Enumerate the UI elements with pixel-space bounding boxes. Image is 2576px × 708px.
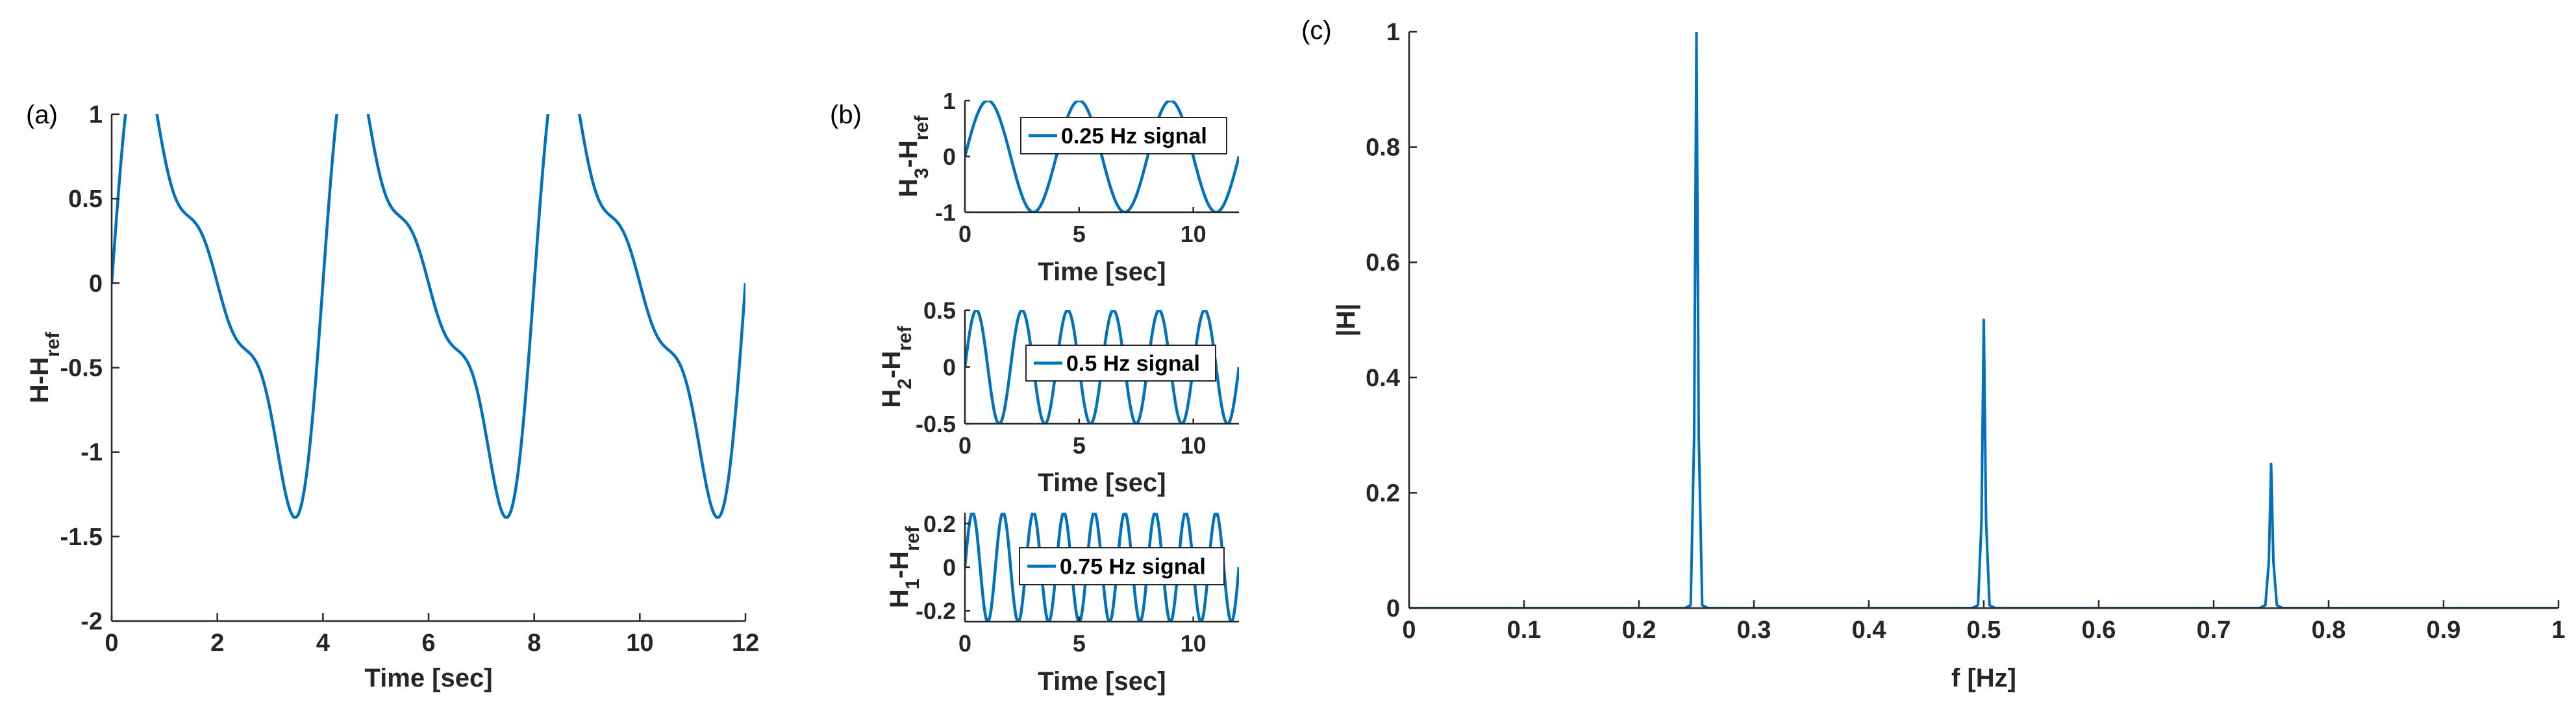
y-axis-label: H-Href [25, 332, 64, 403]
y-tick-label: 1 [943, 88, 956, 114]
y-tick-label: 0.5 [923, 297, 956, 324]
y-tick-label: 0.6 [1366, 249, 1400, 276]
y-tick-label: 0.2 [923, 511, 956, 537]
y-tick-label: 0 [89, 270, 103, 297]
x-axis-label: Time [sec] [1038, 667, 1166, 696]
x-tick-label: 0.3 [1737, 616, 1771, 644]
x-tick-label: 0.9 [2427, 616, 2461, 644]
y-label-index: 2 [894, 378, 916, 389]
y-tick-label: 0.5 [68, 186, 103, 213]
panel-tag: (c) [1301, 16, 1332, 45]
y-label-main: |H| [1332, 303, 1360, 336]
series-line-0 [1409, 32, 2558, 608]
x-axis-label: Time [sec] [1038, 258, 1166, 286]
y-label-rest: -H [885, 551, 914, 578]
x-tick-label: 12 [732, 629, 759, 657]
x-tick-label: 2 [210, 629, 224, 657]
x-tick-label: 0 [958, 432, 971, 459]
x-tick-label: 0 [105, 629, 118, 657]
x-tick-label: 0 [958, 221, 971, 247]
legend-label: 0.75 Hz signal [1060, 555, 1206, 580]
chart-panel-4: (c) 0 0.1 0.2 0.3 0.4 0.5 0.6 0.7 0.8 0.9 1 0 0.2 0.4 0… [1301, 16, 2566, 692]
y-label-sub: ref [911, 115, 932, 140]
y-label-rest: -H [877, 351, 906, 378]
y-label-sub: ref [42, 332, 64, 357]
y-tick-label: 0 [943, 354, 956, 381]
legend-label: 0.25 Hz signal [1061, 124, 1207, 149]
x-tick-label: 4 [316, 629, 330, 657]
y-label-index: 1 [902, 579, 923, 590]
y-tick-label: 1 [89, 101, 103, 128]
x-axis-label: f [Hz] [1951, 664, 2016, 692]
y-tick-label: -0.5 [60, 355, 103, 382]
x-tick-label: 10 [1181, 221, 1207, 247]
y-label-index: 3 [911, 168, 932, 179]
y-axis-label: H1-Href [885, 526, 923, 608]
x-tick-label: 10 [626, 629, 653, 657]
x-tick-label: 1 [2551, 616, 2565, 644]
panel-tag: (a) [26, 101, 58, 129]
y-label-main: H-H [25, 357, 54, 403]
x-tick-label: 0 [1402, 616, 1416, 644]
y-label-main: H [877, 389, 906, 408]
panel-tag: (b) [830, 101, 862, 129]
y-axis-label: H2-Href [877, 325, 916, 408]
y-axis-label: |H| [1332, 303, 1360, 336]
x-tick-label: 0.6 [2082, 616, 2116, 644]
x-tick-label: 0.2 [1622, 616, 1657, 644]
x-tick-label: 10 [1181, 630, 1207, 657]
x-tick-label: 5 [1073, 221, 1086, 247]
series-line-0 [965, 101, 1239, 212]
x-tick-label: 8 [527, 629, 541, 657]
y-tick-label: -0.5 [916, 411, 956, 437]
x-tick-label: 6 [421, 629, 435, 657]
y-tick-label: -1.5 [60, 524, 103, 551]
x-axis-label: Time [sec] [1038, 469, 1166, 497]
x-tick-label: 0.4 [1852, 616, 1886, 644]
x-tick-label: 5 [1073, 630, 1086, 657]
y-tick-label: -0.2 [916, 598, 956, 624]
y-tick-label: 0 [943, 143, 956, 170]
y-tick-label: 0.4 [1366, 365, 1400, 392]
y-tick-label: 1 [1386, 19, 1400, 46]
x-tick-label: 5 [1073, 432, 1086, 459]
x-axis-label: Time [sec] [364, 664, 492, 692]
chart-panel-0: (a) 0 2 4 6 8 10 12 -2 -1.5 -1 -0.5 0 0.5 1 Time [sec] H… [25, 101, 759, 692]
x-tick-label: 10 [1181, 432, 1207, 459]
y-tick-label: -1 [81, 439, 103, 467]
x-tick-label: 0.7 [2197, 616, 2231, 644]
y-tick-label: 0.8 [1366, 134, 1400, 162]
y-label-main: H [885, 589, 914, 608]
y-tick-label: -2 [81, 608, 103, 635]
x-tick-label: 0.8 [2312, 616, 2346, 644]
y-label-sub: ref [894, 325, 916, 350]
legend-label: 0.5 Hz signal [1066, 352, 1200, 376]
x-tick-label: 0 [958, 630, 971, 657]
y-tick-label: 0.2 [1366, 480, 1400, 507]
y-axis-label: H3-Href [894, 115, 932, 197]
y-label-rest: -H [894, 140, 923, 167]
y-tick-label: 0 [943, 554, 956, 581]
y-label-main: H [894, 178, 923, 197]
y-label-sub: ref [902, 526, 923, 551]
x-tick-label: 0.5 [1967, 616, 2001, 644]
y-tick-label: 0 [1386, 595, 1400, 622]
y-tick-label: -1 [935, 199, 956, 226]
series-line-0 [112, 114, 745, 519]
x-tick-label: 0.1 [1507, 616, 1542, 644]
